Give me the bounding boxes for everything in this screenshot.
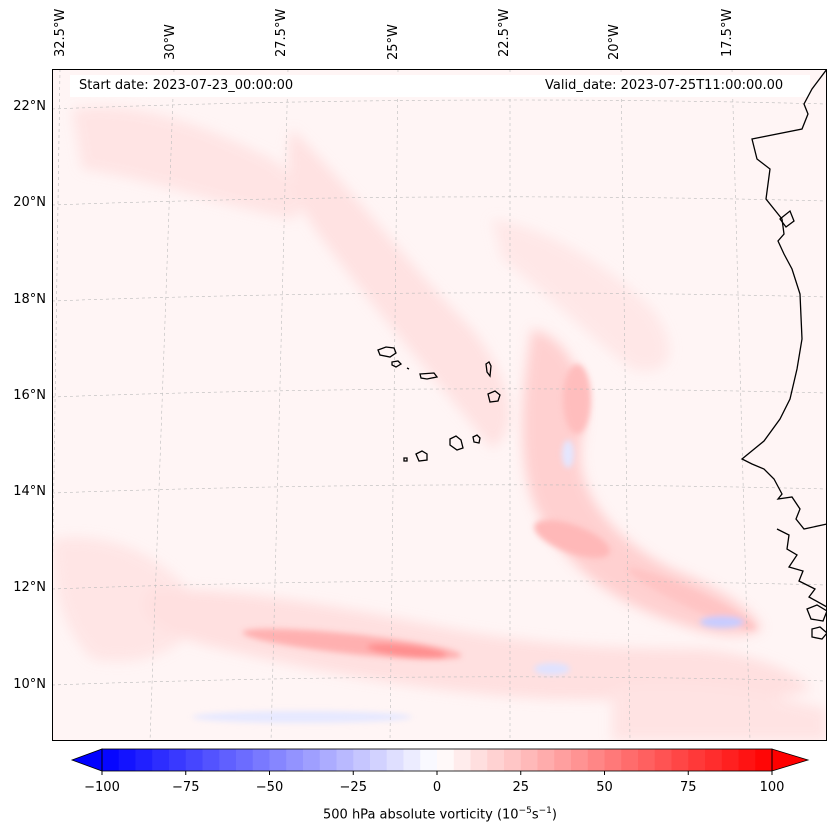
colorbar-bin	[604, 749, 622, 771]
colorbar-bin	[303, 749, 321, 771]
colorbar-bin	[638, 749, 656, 771]
vorticity-east-streak	[628, 568, 756, 630]
colorbar-bin	[537, 749, 555, 771]
colorbar-bin	[286, 749, 304, 771]
colorbar-bin	[370, 749, 388, 771]
colorbar-tick-label: 25	[512, 780, 530, 795]
colorbar-tick-label: 0	[432, 780, 442, 795]
colorbar-tick-label: −100	[84, 780, 120, 795]
vorticity-neg-south	[192, 711, 412, 723]
vorticity-arc-core	[534, 520, 610, 558]
colorbar-bin	[688, 749, 706, 771]
african-coastline	[740, 69, 827, 640]
lat-label-14n: 14°N	[13, 484, 46, 499]
colorbar-bin	[102, 749, 120, 771]
graticule	[52, 69, 827, 741]
colorbar-extend-max	[771, 748, 810, 772]
vorticity-map	[52, 69, 827, 741]
colorbar-bin	[470, 749, 488, 771]
colorbar-bin	[219, 749, 237, 771]
lon-label-20w: 20°W	[607, 24, 622, 60]
colorbar-label-end: )	[551, 807, 557, 823]
lon-label-25w: 25°W	[386, 24, 401, 60]
colorbar-bin	[504, 749, 522, 771]
vorticity-band-east	[492, 219, 670, 371]
colorbar-bin	[269, 749, 287, 771]
lon-label-32-5w: 32.5°W	[53, 8, 68, 57]
colorbar-bin	[185, 749, 203, 771]
colorbar-bin	[420, 749, 438, 771]
lon-label-30w: 30°W	[163, 24, 178, 60]
colorbar-bin	[118, 749, 136, 771]
colorbar-bin	[386, 749, 404, 771]
colorbar-bin	[705, 749, 723, 771]
lat-label-12n: 12°N	[13, 580, 46, 595]
colorbar	[70, 748, 810, 775]
colorbar-bin	[554, 749, 572, 771]
colorbar-tick-label: 50	[596, 780, 613, 795]
vorticity-neg-center	[562, 440, 574, 468]
colorbar-label-text: 500 hPa absolute vorticity (10	[323, 807, 519, 823]
lat-label-16n: 16°N	[13, 388, 46, 403]
colorbar-label-mid: s	[531, 807, 539, 823]
colorbar-bin	[654, 749, 672, 771]
colorbar-bin	[587, 749, 605, 771]
colorbar-bin	[135, 749, 153, 771]
colorbar-bin	[621, 749, 639, 771]
colorbar-tick-label: −25	[339, 780, 367, 795]
colorbar-bin	[453, 749, 471, 771]
colorbar-bin	[319, 749, 337, 771]
colorbar-bin	[152, 749, 170, 771]
colorbar-bin	[671, 749, 689, 771]
colorbar-bin	[403, 749, 421, 771]
colorbar-tick-label: 75	[679, 780, 697, 795]
vorticity-max-core	[367, 643, 447, 659]
colorbar-label-exp2: −1	[538, 806, 552, 816]
colorbar-label: 500 hPa absolute vorticity (10−5s−1)	[0, 806, 837, 822]
lon-label-22-5w: 22.5°W	[497, 8, 512, 57]
colorbar-extend-min	[70, 748, 103, 772]
colorbar-bin	[353, 749, 371, 771]
colorbar-bin	[487, 749, 505, 771]
vorticity-field	[52, 107, 827, 741]
colorbar-bin	[755, 749, 773, 771]
lon-label-17-5w: 17.5°W	[720, 8, 735, 57]
colorbar-bin	[721, 749, 739, 771]
colorbar-bin	[169, 749, 187, 771]
vorticity-south-band	[144, 589, 812, 702]
colorbar-tick-label: −50	[255, 780, 284, 795]
colorbar-bin	[236, 749, 254, 771]
colorbar-bin	[252, 749, 270, 771]
colorbar-tick-label: 100	[759, 780, 785, 795]
lat-label-10n: 10°N	[13, 677, 46, 692]
colorbar-bin	[437, 749, 455, 771]
header-strip	[70, 75, 810, 97]
colorbar-bin	[738, 749, 756, 771]
colorbar-tick-label: −75	[172, 780, 200, 795]
colorbar-bin	[336, 749, 354, 771]
vorticity-band-central	[288, 129, 510, 449]
start-date-label: Start date: 2023-07-23_00:00:00	[79, 78, 294, 93]
vorticity-band-northwest	[72, 107, 303, 219]
lat-label-20n: 20°N	[13, 195, 46, 210]
vorticity-arc-upper	[563, 364, 591, 434]
colorbar-bin	[571, 749, 589, 771]
vorticity-west-patch	[52, 537, 202, 662]
colorbar-bin	[202, 749, 220, 771]
cape-verde-islands	[377, 346, 501, 462]
vorticity-south-east	[612, 685, 827, 741]
colorbar-bin	[520, 749, 538, 771]
lat-label-22n: 22°N	[13, 99, 46, 114]
valid-date-label: Valid_date: 2023-07-25T11:00:00.00	[545, 78, 784, 93]
lat-label-18n: 18°N	[13, 292, 46, 307]
vorticity-neg-east	[700, 616, 744, 628]
lon-label-27-5w: 27.5°W	[274, 8, 289, 57]
colorbar-label-exp1: −5	[518, 806, 532, 816]
vorticity-neg-mid	[534, 663, 570, 675]
